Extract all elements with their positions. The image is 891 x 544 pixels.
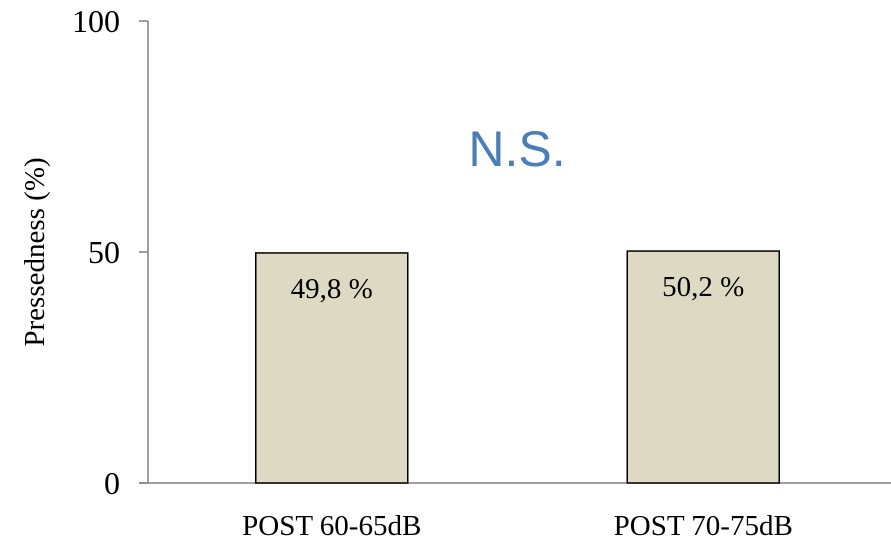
bar-data-labels: 49,8 % 50,2 % <box>291 271 745 305</box>
bar-2 <box>626 250 780 484</box>
significance-annotation: N.S. <box>468 121 565 177</box>
bar-1 <box>255 252 409 484</box>
y-tick-label: 0 <box>104 465 120 501</box>
bar-data-label: 49,8 % <box>291 273 373 305</box>
y-tick-labels: 0 50 100 <box>72 3 120 501</box>
chart-bars <box>255 250 780 484</box>
bar-data-label: 50,2 % <box>662 271 744 303</box>
y-tick-label: 100 <box>72 3 120 39</box>
y-axis-label: Pressedness (%) <box>19 157 51 346</box>
x-tick-labels: POST 60-65dB POST 70-75dB <box>242 510 793 542</box>
y-tick-label: 50 <box>88 234 120 270</box>
x-tick-label: POST 60-65dB <box>242 510 421 542</box>
x-tick-label: POST 70-75dB <box>614 510 793 542</box>
